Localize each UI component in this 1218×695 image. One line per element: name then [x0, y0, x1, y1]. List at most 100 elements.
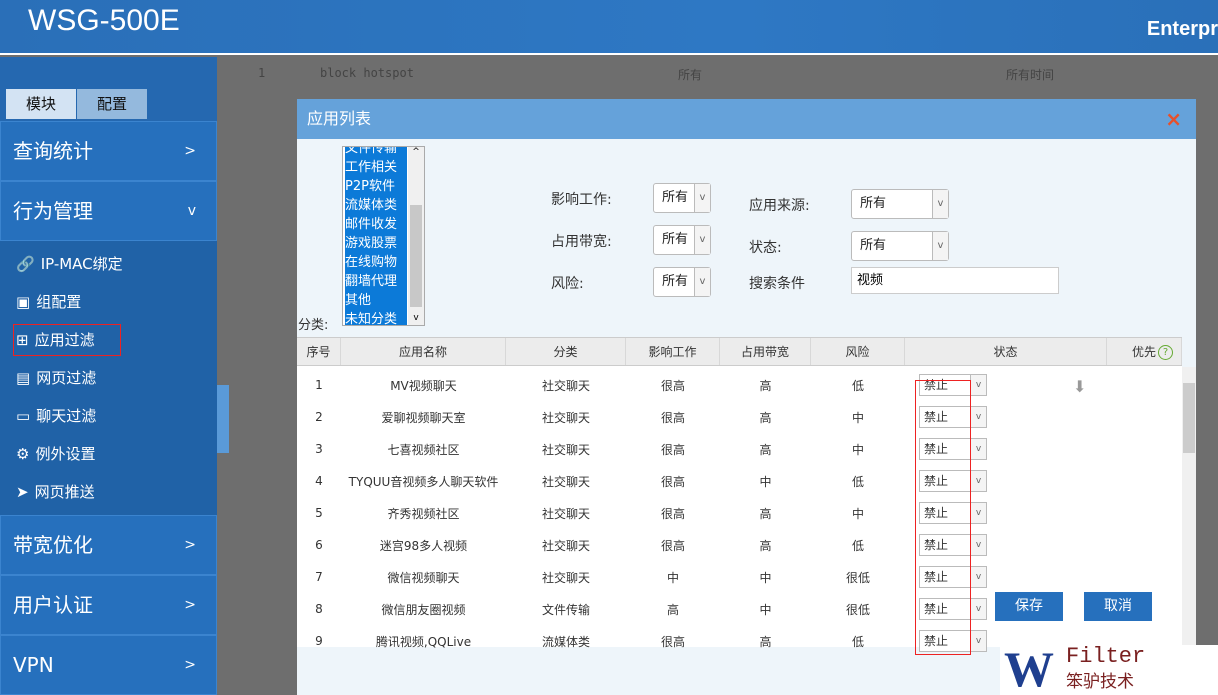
chevron-down-icon: v: [970, 535, 986, 555]
table-scrollbar[interactable]: [1182, 367, 1196, 647]
category-option[interactable]: 未知分类: [345, 312, 398, 326]
chevron-down-icon: v: [970, 439, 986, 459]
chevron-down-icon: v: [970, 471, 986, 491]
table-cell: 中: [666, 570, 679, 585]
table-cell: 微信朋友圈视频: [381, 602, 466, 617]
sidebar-collapse-handle[interactable]: [217, 385, 229, 453]
table-cell: 高: [759, 410, 772, 425]
chevron-down-icon: v: [970, 503, 986, 523]
table-cell: 高: [759, 506, 772, 521]
table-cell: 很高: [660, 410, 685, 425]
category-option[interactable]: P2P软件: [345, 179, 395, 194]
table-cell: 高: [759, 442, 772, 457]
table-cell: 迷宫98多人视频: [379, 538, 468, 553]
table-cell: 微信视频聊天: [387, 570, 460, 585]
table-cell: 社交聊天: [541, 506, 590, 521]
chevron-icon: >: [184, 597, 196, 613]
table-cell: 很高: [660, 506, 685, 521]
close-icon[interactable]: ×: [1165, 107, 1182, 131]
menu-group[interactable]: 用户认证 >: [0, 575, 217, 635]
column-header: 应用名称: [341, 338, 506, 365]
sidebar-item[interactable]: ▤ 网页过滤: [0, 359, 217, 397]
page-icon: ▤: [16, 369, 31, 387]
highlight-box: [915, 380, 971, 655]
table-row: 1 MV视频聊天 社交聊天 很高高低禁止 v: [297, 369, 1182, 401]
chat-icon: ▭: [16, 407, 31, 425]
table-row: 4 TYQUU音视频多人聊天软件 社交聊天 很高中低禁止 v: [297, 465, 1182, 497]
category-option[interactable]: 文件传输: [345, 146, 398, 156]
table-row: 6 迷宫98多人视频 社交聊天 很高高低禁止 v: [297, 529, 1182, 561]
top-banner: WSG-500E Enterpr: [0, 0, 1218, 55]
sidebar-item[interactable]: ▣ 组配置: [0, 283, 217, 321]
sidebar-item[interactable]: ▭ 聊天过滤: [0, 397, 217, 435]
table-cell: 文件传输: [541, 602, 590, 617]
category-option[interactable]: 邮件收发: [345, 217, 398, 232]
chevron-down-icon: v: [932, 232, 948, 260]
category-option[interactable]: 在线购物: [345, 255, 398, 270]
table-row: 2 爱聊视频聊天室 社交聊天 很高高中禁止 v: [297, 401, 1182, 433]
tab-modules[interactable]: 模块: [6, 89, 76, 119]
table-cell: 很低: [845, 570, 870, 585]
risk-select[interactable]: 所有 v: [653, 267, 711, 297]
table-cell: TYQUU音视频多人聊天软件: [348, 474, 499, 489]
bandwidth-select[interactable]: 所有 v: [653, 225, 711, 255]
chevron-down-icon: v: [694, 268, 710, 296]
column-header: 影响工作: [626, 338, 720, 365]
source-label: 应用来源:: [749, 198, 810, 214]
chevron-down-icon: v: [970, 407, 986, 427]
table-cell: 3: [315, 442, 323, 456]
table-cell: 社交聊天: [541, 410, 590, 425]
bandwidth-label: 占用带宽:: [551, 234, 612, 250]
watermark-cn: 笨驴技术: [1066, 672, 1134, 692]
link-icon: 🔗: [16, 255, 35, 273]
category-option[interactable]: 流媒体类: [345, 198, 398, 213]
table-cell: 齐秀视频社区: [387, 506, 460, 521]
category-option[interactable]: 其他: [345, 293, 372, 308]
menu-group[interactable]: 带宽优化 >: [0, 515, 217, 575]
column-header: 优先?: [1107, 338, 1182, 365]
table-cell: 社交聊天: [541, 378, 590, 393]
table-cell: 腾讯视频,QQLive: [375, 634, 472, 649]
chevron-down-icon: v: [970, 599, 986, 619]
sidebar-item[interactable]: ➤ 网页推送: [0, 473, 217, 511]
category-listbox[interactable]: 文件传输 工作相关 P2P软件 流媒体类 邮件收发 游戏股票 在线购物 翻墙代理 其他 未知分类 …: [342, 146, 425, 326]
impact-select[interactable]: 所有 v: [653, 183, 711, 213]
table-cell: 中: [851, 410, 864, 425]
table-cell: 4: [315, 474, 323, 488]
move-down-icon[interactable]: ⬇: [1073, 377, 1087, 396]
status-select[interactable]: 所有 v: [851, 231, 949, 261]
grid-icon: ⊞: [16, 331, 29, 349]
table-cell: 很高: [660, 634, 685, 649]
sidebar-item[interactable]: ⚙ 例外设置: [0, 435, 217, 473]
menu-group[interactable]: VPN >: [0, 635, 217, 695]
table-cell: 七喜视频社区: [387, 442, 460, 457]
tab-config[interactable]: 配置: [77, 89, 147, 119]
menu-1[interactable]: 行为管理 v: [0, 181, 217, 241]
category-scrollbar[interactable]: ^ v: [408, 147, 424, 325]
column-header: 分类: [506, 338, 626, 365]
scroll-up-icon[interactable]: ^: [412, 147, 420, 157]
app-list-dialog: 应用列表 × 分类: 文件传输 工作相关 P2P软件 流媒体类 邮件收发 游戏股票 在线购物翻…: [297, 99, 1196, 695]
sidebar-item[interactable]: ⊞ 应用过滤: [12, 323, 122, 357]
source-select[interactable]: 所有 v: [851, 189, 949, 219]
category-option[interactable]: 翻墙代理: [345, 274, 398, 289]
column-header: 占用带宽: [720, 338, 811, 365]
impact-label: 影响工作:: [551, 192, 612, 208]
chevron-icon: >: [184, 537, 196, 553]
save-button[interactable]: 保存: [995, 592, 1063, 621]
table-cell: 流媒体类: [541, 634, 590, 649]
table-cell: 很低: [845, 602, 870, 617]
chevron-icon: >: [184, 143, 196, 159]
cancel-button[interactable]: 取消: [1084, 592, 1152, 621]
category-option[interactable]: 游戏股票: [345, 236, 398, 251]
help-icon[interactable]: ?: [1158, 345, 1173, 360]
scroll-down-icon[interactable]: v: [413, 313, 419, 323]
search-input[interactable]: 视频: [851, 267, 1059, 294]
bg-cell: 所有时间: [1006, 68, 1055, 82]
risk-label: 风险:: [551, 276, 584, 292]
menu-0[interactable]: 查询统计 >: [0, 121, 217, 181]
table-cell: 中: [759, 474, 772, 489]
table-cell: 低: [851, 378, 864, 393]
category-option[interactable]: 工作相关: [345, 160, 398, 175]
sidebar-item[interactable]: 🔗 IP-MAC绑定: [0, 245, 217, 283]
